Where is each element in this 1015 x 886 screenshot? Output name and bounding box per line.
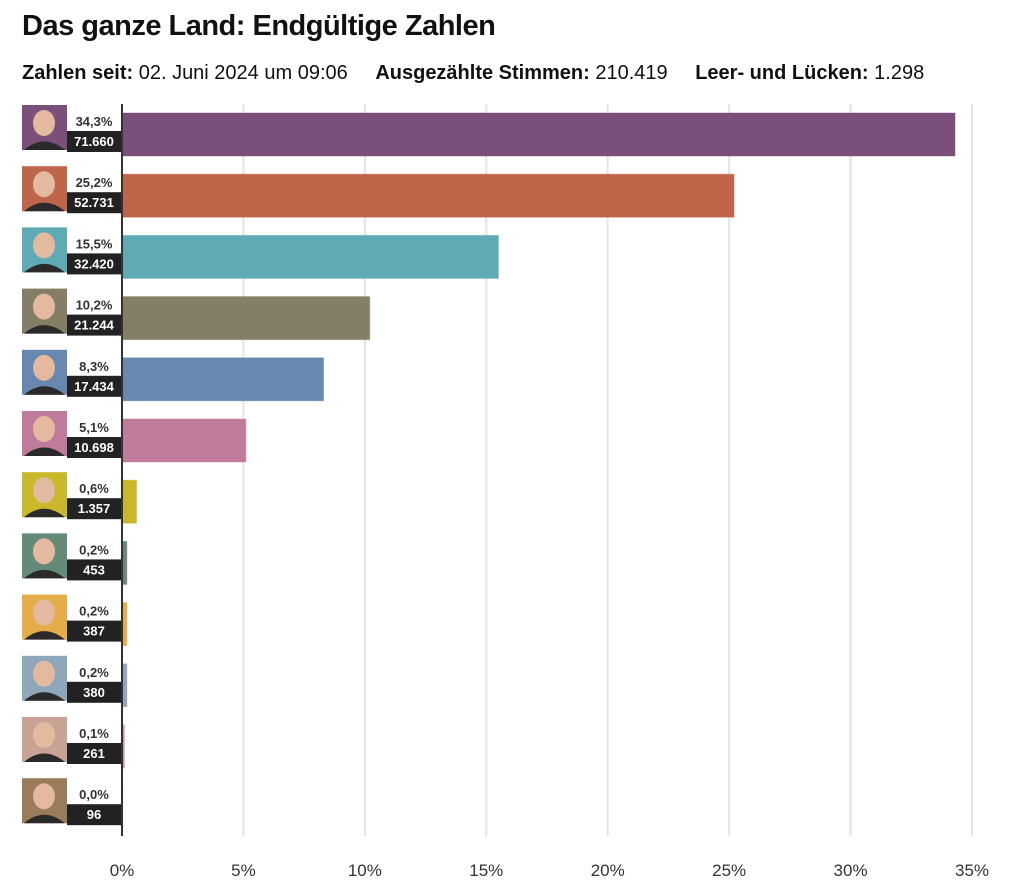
percent-label: 0,2% <box>79 665 109 680</box>
avatar-head-icon <box>33 660 55 687</box>
votes-label: 32.420 <box>74 256 114 271</box>
percent-label: 15,5% <box>76 236 113 251</box>
avatar-body-icon <box>24 263 65 273</box>
candidate-avatar <box>22 594 67 640</box>
meta-blank-votes-value: 1.298 <box>874 62 925 84</box>
candidate-avatar <box>22 717 67 762</box>
avatar-body-icon <box>24 325 65 334</box>
avatar-body-icon <box>24 447 65 456</box>
meta-updated-label: Zahlen seit: <box>22 62 134 84</box>
avatar-body-icon <box>24 141 65 150</box>
percent-label: 8,3% <box>79 359 109 374</box>
meta-blank-votes: Leer- und Lücken: 1.298 <box>695 62 924 84</box>
x-tick-label: 5% <box>231 861 256 880</box>
votes-label: 96 <box>87 807 101 822</box>
percent-label: 34,3% <box>76 114 113 129</box>
meta-counted-votes-label: Ausgezählte Stimmen: <box>375 62 590 84</box>
avatar-head-icon <box>33 599 55 626</box>
bar[interactable] <box>121 234 499 279</box>
candidate-avatar <box>22 472 67 518</box>
x-tick-label: 25% <box>712 861 746 880</box>
votes-label-background <box>67 559 121 581</box>
votes-label-background <box>67 131 121 152</box>
bar[interactable] <box>121 112 956 157</box>
candidate-avatar <box>22 227 67 273</box>
votes-label: 380 <box>83 685 105 700</box>
votes-label-background <box>67 620 121 642</box>
percent-label: 5,1% <box>79 420 109 435</box>
percent-label: 0,0% <box>79 787 109 802</box>
percent-label: 10,2% <box>76 298 113 313</box>
votes-label-background <box>67 314 121 336</box>
x-tick-label: 10% <box>348 861 382 880</box>
votes-label: 387 <box>83 624 105 639</box>
candidate-avatar <box>22 533 67 579</box>
percent-label: 0,1% <box>79 726 109 741</box>
votes-label-background <box>67 743 121 764</box>
votes-label-background <box>67 804 121 826</box>
votes-label: 52.731 <box>74 195 114 210</box>
percent-label: 25,2% <box>76 175 113 190</box>
avatar-body-icon <box>24 753 65 762</box>
avatar-head-icon <box>33 538 55 565</box>
votes-label-background <box>67 192 121 214</box>
bar[interactable] <box>121 418 247 463</box>
votes-label: 453 <box>83 562 105 577</box>
votes-label: 17.434 <box>74 379 115 394</box>
votes-label-background <box>67 253 121 275</box>
avatar-head-icon <box>33 783 55 810</box>
votes-label: 1.357 <box>78 501 111 516</box>
votes-label: 21.244 <box>74 318 115 333</box>
candidate-avatar <box>22 778 67 824</box>
votes-label-background <box>67 375 121 397</box>
votes-label-background <box>67 498 121 520</box>
avatar-body-icon <box>24 692 65 701</box>
bar[interactable] <box>121 173 735 218</box>
votes-label: 71.660 <box>74 134 114 149</box>
avatar-body-icon <box>24 569 65 579</box>
avatar-body-icon <box>24 386 65 395</box>
bar[interactable] <box>121 357 325 402</box>
avatar-body-icon <box>24 508 65 518</box>
votes-label: 10.698 <box>74 440 114 455</box>
candidate-avatar <box>22 411 67 456</box>
avatar-body-icon <box>24 202 65 212</box>
x-tick-label: 35% <box>955 861 989 880</box>
percent-label: 0,2% <box>79 542 109 557</box>
bar[interactable] <box>121 479 138 524</box>
x-tick-label: 20% <box>591 861 625 880</box>
x-tick-label: 30% <box>834 861 868 880</box>
avatar-head-icon <box>33 232 55 259</box>
avatar-body-icon <box>24 631 65 640</box>
percent-label: 0,2% <box>79 604 109 619</box>
meta-blank-votes-label: Leer- und Lücken: <box>695 62 869 84</box>
candidate-avatar <box>22 655 67 701</box>
avatar-head-icon <box>33 354 55 381</box>
avatar-head-icon <box>33 110 55 136</box>
meta-counted-votes: Ausgezählte Stimmen: 210.419 <box>375 62 673 84</box>
avatar-head-icon <box>33 722 55 748</box>
percent-label: 0,6% <box>79 481 109 496</box>
votes-label: 261 <box>83 746 105 761</box>
votes-label-background <box>67 437 121 458</box>
meta-updated-value: 02. Juni 2024 um 09:06 <box>138 62 348 84</box>
candidate-avatar <box>22 288 67 334</box>
avatar-head-icon <box>33 477 55 504</box>
avatar-head-icon <box>33 293 55 320</box>
candidate-avatar <box>22 349 67 395</box>
candidate-avatar <box>22 105 67 150</box>
meta-updated: Zahlen seit: 02. Juni 2024 um 09:06 <box>22 62 353 84</box>
x-tick-label: 0% <box>110 861 135 880</box>
meta-counted-votes-value: 210.419 <box>595 62 668 84</box>
votes-label-background <box>67 681 121 703</box>
avatar-head-icon <box>33 416 55 442</box>
results-meta: Zahlen seit: 02. Juni 2024 um 09:06 Ausg… <box>22 62 946 85</box>
candidate-avatar <box>22 166 67 212</box>
page-title: Das ganze Land: Endgültige Zahlen <box>22 10 496 42</box>
avatar-body-icon <box>24 814 65 824</box>
bar[interactable] <box>121 296 371 341</box>
avatar-head-icon <box>33 171 55 198</box>
x-tick-label: 15% <box>469 861 503 880</box>
